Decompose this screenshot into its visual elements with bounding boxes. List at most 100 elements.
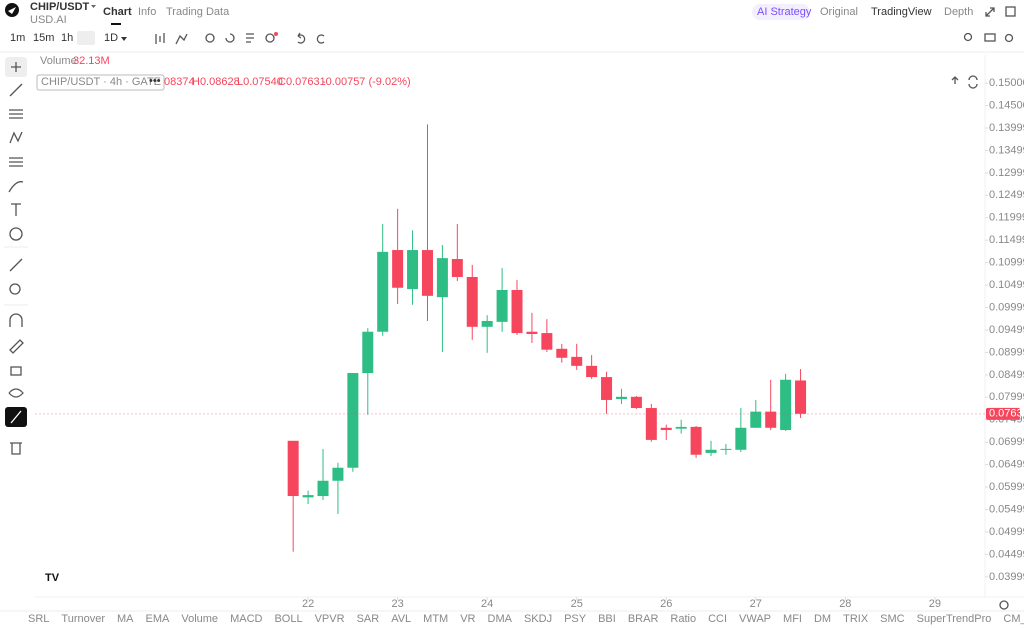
indicator[interactable]: Ratio (670, 613, 696, 625)
pattern[interactable] (9, 131, 23, 144)
x-tick-label: 28 (839, 598, 851, 610)
indicator[interactable]: MTM (423, 613, 448, 625)
link[interactable] (10, 410, 22, 424)
y-tick-label: 0.12499 (989, 189, 1024, 201)
undo[interactable] (297, 32, 306, 44)
indicator[interactable]: MFI (783, 613, 802, 625)
indicators[interactable] (175, 33, 188, 45)
indicator[interactable]: SAR (357, 613, 380, 625)
candle-body (705, 449, 717, 453)
indicator[interactable]: VPVR (315, 613, 345, 625)
x-tick-label: 27 (750, 598, 762, 610)
y-tick-label: 0.13499 (989, 144, 1024, 156)
compare[interactable] (265, 33, 275, 43)
view-tab[interactable]: Original (820, 6, 858, 18)
candle-body (287, 440, 299, 497)
indicator[interactable]: SRL (28, 613, 49, 625)
indicator[interactable]: MA (117, 613, 134, 625)
fib[interactable] (9, 157, 23, 167)
emoji[interactable] (9, 227, 23, 241)
indicator[interactable]: AVL (391, 613, 411, 625)
symbol[interactable]: CHIP/USDT (30, 1, 90, 13)
legend-change: -0.00757 (-9.02%) (322, 76, 411, 88)
candle-body (481, 320, 493, 327)
snapshot[interactable] (984, 33, 996, 42)
view-tab[interactable]: Depth (944, 6, 973, 18)
more[interactable]: ••• (149, 75, 161, 87)
candle-body (347, 373, 359, 468)
candle-body (332, 467, 344, 481)
interval[interactable]: 1h (61, 32, 73, 44)
indicator[interactable]: TRIX (843, 613, 869, 625)
indicator[interactable]: DMA (488, 613, 513, 625)
candle-body (541, 333, 553, 350)
drawing-mode[interactable] (9, 339, 24, 354)
zoom[interactable] (9, 283, 21, 295)
indicator[interactable]: DM (814, 613, 831, 625)
indicator[interactable]: MACD (230, 613, 262, 625)
ruler[interactable] (9, 258, 23, 272)
crosshair[interactable] (11, 62, 21, 72)
interval[interactable]: 1m (10, 32, 25, 44)
text-tool[interactable] (11, 203, 21, 216)
expand[interactable] (985, 7, 995, 17)
indicator[interactable]: VWAP (739, 613, 771, 625)
replay[interactable] (225, 33, 235, 43)
ai-strategy[interactable]: AI Strategy (757, 6, 812, 18)
legend-close: C0.07631 (278, 76, 326, 88)
y-tick-label: 0.09499 (989, 324, 1024, 336)
tab[interactable]: Info (138, 6, 156, 18)
candle-type[interactable] (155, 33, 165, 44)
indicator[interactable]: CM_WVF (1003, 613, 1024, 625)
scroll-up[interactable] (951, 76, 959, 84)
refresh[interactable] (968, 75, 978, 89)
indicator[interactable]: VR (460, 613, 475, 625)
candle-body (690, 426, 702, 455)
indicator[interactable]: BOLL (274, 613, 302, 625)
indicator[interactable]: SKDJ (524, 613, 552, 625)
window[interactable] (1005, 6, 1016, 17)
candle-body (750, 411, 762, 428)
indicator[interactable]: BRAR (628, 613, 659, 625)
indicator[interactable]: SMC (880, 613, 905, 625)
candle-body (780, 379, 792, 431)
indicator[interactable]: Turnover (61, 613, 105, 625)
symbol-box[interactable]: CHIP/USDT · 4h · GATE (41, 76, 161, 88)
x-tick-label: 26 (660, 598, 672, 610)
y-tick-label: 0.11999 (989, 212, 1024, 224)
svg-text:TV: TV (45, 572, 60, 584)
interval[interactable]: 15m (33, 32, 54, 44)
axis-settings[interactable] (999, 600, 1009, 610)
indicator[interactable]: Volume (181, 613, 218, 625)
candle-body (436, 258, 448, 298)
candle-body (586, 365, 598, 378)
indicator[interactable]: PSY (564, 613, 587, 625)
x-tick-label: 22 (302, 598, 314, 610)
layout[interactable] (246, 33, 254, 43)
tab[interactable]: Trading Data (166, 6, 230, 18)
redo[interactable] (316, 34, 325, 44)
interval[interactable]: 1D (104, 32, 118, 44)
view-tab[interactable]: TradingView (871, 6, 932, 18)
indicator[interactable]: CCI (708, 613, 727, 625)
visibility[interactable] (8, 388, 24, 398)
delete[interactable] (10, 442, 22, 455)
search[interactable] (963, 32, 973, 42)
trend-line[interactable] (9, 83, 23, 97)
parallel[interactable] (9, 109, 23, 119)
brush[interactable] (8, 181, 24, 193)
candle-body (526, 331, 538, 334)
magnet[interactable] (9, 313, 23, 327)
y-tick-label: 0.13999 (989, 122, 1024, 134)
y-tick-label: 0.03999 (989, 571, 1024, 583)
indicator[interactable]: BBI (598, 613, 616, 625)
candle-body (466, 276, 478, 327)
candle-body (660, 427, 672, 431)
indicator[interactable]: EMA (146, 613, 171, 625)
tab[interactable]: Chart (103, 6, 132, 18)
x-tick-label: 29 (929, 598, 941, 610)
alert[interactable] (205, 33, 215, 43)
lock[interactable] (10, 366, 22, 376)
indicator[interactable]: SuperTrendPro (917, 613, 992, 625)
settings[interactable] (1004, 33, 1014, 43)
